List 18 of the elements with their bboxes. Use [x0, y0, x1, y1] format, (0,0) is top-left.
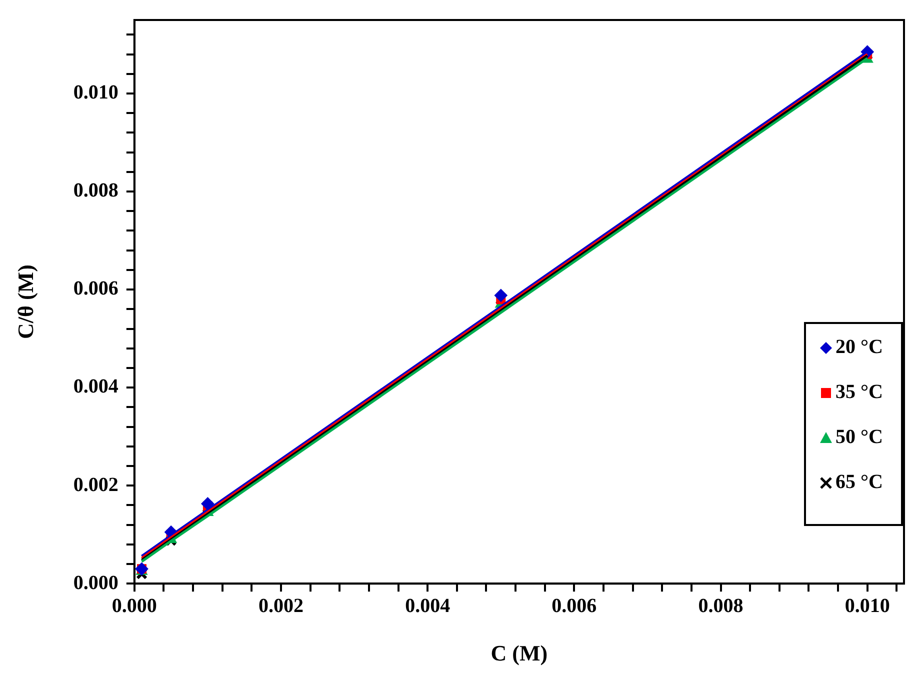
y-tick-label: 0.008: [73, 180, 118, 202]
x-tick-label: 0.008: [698, 594, 744, 617]
legend-label: 50 °C: [836, 426, 883, 449]
y-tick-label: 0.010: [73, 82, 118, 104]
x-tick-label: 0.004: [405, 594, 450, 617]
y-tick-label: 0.006: [73, 278, 118, 300]
x-tick-label: 0.006: [552, 594, 597, 617]
x-tick-label: 0.010: [844, 594, 890, 617]
legend-label: 35 °C: [836, 381, 883, 404]
y-tick-label: 0.000: [73, 572, 118, 594]
x-axis-title: C (M): [490, 640, 548, 666]
y-tick-label: 0.002: [73, 474, 118, 496]
x-tick-label: 0.000: [112, 594, 157, 617]
y-tick-label: 0.004: [73, 376, 118, 398]
legend-label: 20 °C: [836, 336, 883, 359]
y-axis-title: C/θ (M): [12, 264, 38, 340]
legend-label: 65 °C: [836, 471, 883, 494]
x-tick-label: 0.002: [258, 594, 304, 617]
